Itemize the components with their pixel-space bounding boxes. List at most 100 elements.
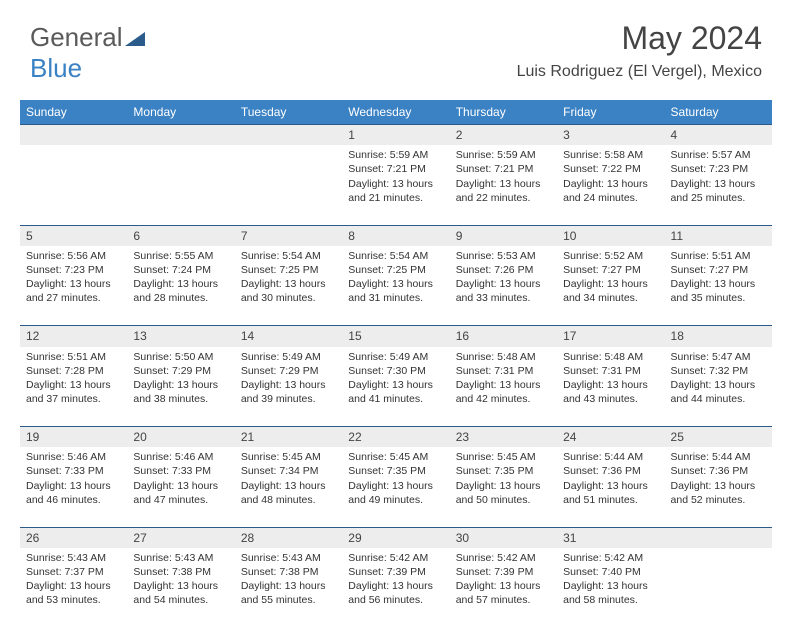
day-detail-cell: Sunrise: 5:44 AMSunset: 7:36 PMDaylight:… — [665, 447, 772, 527]
sunset-text: Sunset: 7:24 PM — [133, 263, 228, 277]
day-number-cell: 11 — [665, 225, 772, 246]
day-number-cell: 1 — [342, 125, 449, 146]
daylight-text: and 55 minutes. — [241, 593, 336, 607]
weekday-header-row: Sunday Monday Tuesday Wednesday Thursday… — [20, 100, 772, 125]
day-detail-row: Sunrise: 5:43 AMSunset: 7:37 PMDaylight:… — [20, 548, 772, 628]
sunset-text: Sunset: 7:40 PM — [563, 565, 658, 579]
title-block: May 2024 Luis Rodriguez (El Vergel), Mex… — [517, 20, 762, 81]
sunrise-text: Sunrise: 5:43 AM — [241, 551, 336, 565]
sunrise-text: Sunrise: 5:59 AM — [456, 148, 551, 162]
sunset-text: Sunset: 7:25 PM — [241, 263, 336, 277]
daylight-text: Daylight: 13 hours — [133, 579, 228, 593]
day-detail-cell: Sunrise: 5:46 AMSunset: 7:33 PMDaylight:… — [20, 447, 127, 527]
daylight-text: and 35 minutes. — [671, 291, 766, 305]
daylight-text: Daylight: 13 hours — [26, 378, 121, 392]
daylight-text: Daylight: 13 hours — [133, 277, 228, 291]
day-detail-cell: Sunrise: 5:45 AMSunset: 7:35 PMDaylight:… — [450, 447, 557, 527]
day-detail-row: Sunrise: 5:46 AMSunset: 7:33 PMDaylight:… — [20, 447, 772, 527]
daylight-text: Daylight: 13 hours — [26, 277, 121, 291]
day-detail-cell: Sunrise: 5:49 AMSunset: 7:29 PMDaylight:… — [235, 347, 342, 427]
daylight-text: and 49 minutes. — [348, 493, 443, 507]
day-detail-cell: Sunrise: 5:52 AMSunset: 7:27 PMDaylight:… — [557, 246, 664, 326]
day-number-cell: 24 — [557, 427, 664, 448]
sunset-text: Sunset: 7:26 PM — [456, 263, 551, 277]
daylight-text: Daylight: 13 hours — [563, 177, 658, 191]
weekday-header: Saturday — [665, 100, 772, 125]
sunrise-text: Sunrise: 5:42 AM — [456, 551, 551, 565]
weekday-header: Thursday — [450, 100, 557, 125]
day-detail-cell — [127, 145, 234, 225]
daylight-text: and 47 minutes. — [133, 493, 228, 507]
daylight-text: and 42 minutes. — [456, 392, 551, 406]
weekday-header: Sunday — [20, 100, 127, 125]
logo-triangle-icon — [125, 32, 145, 46]
sunset-text: Sunset: 7:29 PM — [241, 364, 336, 378]
daylight-text: and 50 minutes. — [456, 493, 551, 507]
weekday-header: Wednesday — [342, 100, 449, 125]
weekday-header: Friday — [557, 100, 664, 125]
daylight-text: and 41 minutes. — [348, 392, 443, 406]
sunrise-text: Sunrise: 5:43 AM — [133, 551, 228, 565]
location-subtitle: Luis Rodriguez (El Vergel), Mexico — [517, 63, 762, 81]
daylight-text: and 43 minutes. — [563, 392, 658, 406]
daylight-text: Daylight: 13 hours — [671, 378, 766, 392]
daylight-text: Daylight: 13 hours — [671, 177, 766, 191]
day-number-cell: 3 — [557, 125, 664, 146]
daylight-text: and 51 minutes. — [563, 493, 658, 507]
day-number-cell — [665, 527, 772, 548]
sunset-text: Sunset: 7:39 PM — [456, 565, 551, 579]
day-number-cell: 22 — [342, 427, 449, 448]
daylight-text: Daylight: 13 hours — [671, 277, 766, 291]
sunset-text: Sunset: 7:27 PM — [671, 263, 766, 277]
sunrise-text: Sunrise: 5:55 AM — [133, 249, 228, 263]
day-detail-cell: Sunrise: 5:44 AMSunset: 7:36 PMDaylight:… — [557, 447, 664, 527]
day-number-cell: 23 — [450, 427, 557, 448]
daylight-text: and 37 minutes. — [26, 392, 121, 406]
daylight-text: and 34 minutes. — [563, 291, 658, 305]
daylight-text: Daylight: 13 hours — [456, 579, 551, 593]
daylight-text: and 39 minutes. — [241, 392, 336, 406]
daylight-text: Daylight: 13 hours — [456, 479, 551, 493]
day-number-cell: 19 — [20, 427, 127, 448]
day-number-cell: 14 — [235, 326, 342, 347]
sunset-text: Sunset: 7:23 PM — [671, 162, 766, 176]
sunrise-text: Sunrise: 5:42 AM — [348, 551, 443, 565]
day-detail-cell: Sunrise: 5:48 AMSunset: 7:31 PMDaylight:… — [557, 347, 664, 427]
day-number-cell: 21 — [235, 427, 342, 448]
day-number-cell: 29 — [342, 527, 449, 548]
daylight-text: Daylight: 13 hours — [563, 579, 658, 593]
day-number-cell: 13 — [127, 326, 234, 347]
daylight-text: Daylight: 13 hours — [563, 479, 658, 493]
sunrise-text: Sunrise: 5:45 AM — [241, 450, 336, 464]
daylight-text: and 38 minutes. — [133, 392, 228, 406]
day-detail-cell: Sunrise: 5:59 AMSunset: 7:21 PMDaylight:… — [450, 145, 557, 225]
day-number-cell: 28 — [235, 527, 342, 548]
day-number-cell: 15 — [342, 326, 449, 347]
day-number-cell: 30 — [450, 527, 557, 548]
daylight-text: Daylight: 13 hours — [348, 277, 443, 291]
sunrise-text: Sunrise: 5:54 AM — [348, 249, 443, 263]
daylight-text: Daylight: 13 hours — [133, 479, 228, 493]
day-detail-row: Sunrise: 5:56 AMSunset: 7:23 PMDaylight:… — [20, 246, 772, 326]
day-number-row: 262728293031 — [20, 527, 772, 548]
sunrise-text: Sunrise: 5:47 AM — [671, 350, 766, 364]
daylight-text: Daylight: 13 hours — [563, 378, 658, 392]
sunset-text: Sunset: 7:32 PM — [671, 364, 766, 378]
daylight-text: Daylight: 13 hours — [26, 479, 121, 493]
day-detail-cell — [665, 548, 772, 628]
daylight-text: and 25 minutes. — [671, 191, 766, 205]
day-detail-cell: Sunrise: 5:53 AMSunset: 7:26 PMDaylight:… — [450, 246, 557, 326]
daylight-text: and 46 minutes. — [26, 493, 121, 507]
day-detail-cell: Sunrise: 5:57 AMSunset: 7:23 PMDaylight:… — [665, 145, 772, 225]
day-number-cell: 31 — [557, 527, 664, 548]
daylight-text: Daylight: 13 hours — [348, 177, 443, 191]
daylight-text: Daylight: 13 hours — [241, 378, 336, 392]
sunset-text: Sunset: 7:35 PM — [348, 464, 443, 478]
daylight-text: Daylight: 13 hours — [241, 579, 336, 593]
day-number-row: 12131415161718 — [20, 326, 772, 347]
day-number-cell: 2 — [450, 125, 557, 146]
daylight-text: Daylight: 13 hours — [241, 479, 336, 493]
day-detail-cell: Sunrise: 5:42 AMSunset: 7:39 PMDaylight:… — [342, 548, 449, 628]
sunrise-text: Sunrise: 5:49 AM — [241, 350, 336, 364]
daylight-text: Daylight: 13 hours — [133, 378, 228, 392]
